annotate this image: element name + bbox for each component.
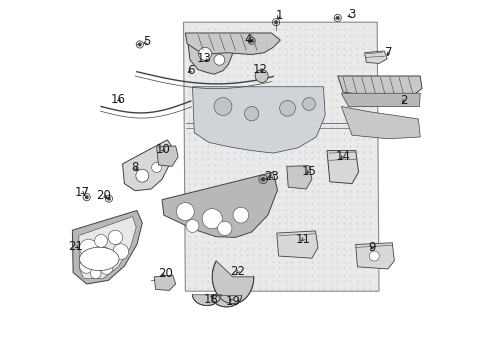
Text: 20: 20 [158,267,173,280]
Polygon shape [341,107,419,139]
Circle shape [185,220,199,232]
Circle shape [94,234,107,247]
Circle shape [176,203,194,221]
Circle shape [151,162,162,172]
Text: 14: 14 [335,150,349,163]
Text: 23: 23 [264,170,279,183]
Polygon shape [122,140,172,191]
Ellipse shape [80,247,119,271]
Polygon shape [212,261,253,304]
Circle shape [136,169,148,182]
Circle shape [198,47,211,60]
Text: 21: 21 [68,240,83,253]
Circle shape [255,69,267,82]
Text: 15: 15 [301,165,316,177]
Text: 13: 13 [197,52,211,65]
Circle shape [107,197,110,201]
Circle shape [244,107,258,121]
Circle shape [279,100,295,116]
Text: 6: 6 [186,64,194,77]
Polygon shape [72,211,142,284]
Polygon shape [341,93,419,107]
Text: 9: 9 [367,241,375,254]
Text: 3: 3 [347,8,355,21]
Polygon shape [162,172,277,237]
Text: 11: 11 [295,233,310,246]
Polygon shape [286,166,311,189]
Circle shape [80,239,97,257]
Polygon shape [154,275,175,291]
Text: 1: 1 [275,9,282,22]
Text: 12: 12 [253,63,267,76]
Circle shape [138,42,142,46]
Circle shape [302,98,315,111]
Polygon shape [183,22,378,291]
Polygon shape [355,243,394,269]
Polygon shape [185,33,280,54]
Circle shape [80,259,94,273]
Polygon shape [211,296,241,307]
Polygon shape [326,150,358,184]
Circle shape [217,221,231,235]
Text: 8: 8 [131,161,138,174]
Polygon shape [337,76,421,97]
Polygon shape [192,87,325,153]
Circle shape [249,39,253,42]
Polygon shape [192,295,221,306]
Polygon shape [364,51,386,63]
Circle shape [93,247,113,267]
Text: 22: 22 [230,265,245,278]
Circle shape [233,207,248,223]
Circle shape [108,230,122,244]
Circle shape [214,54,224,65]
Circle shape [100,261,113,274]
Text: 17: 17 [75,186,90,199]
Polygon shape [156,146,178,166]
Text: 7: 7 [384,46,391,59]
Text: 19: 19 [225,296,240,309]
Text: 18: 18 [203,293,218,306]
Circle shape [214,98,231,116]
Polygon shape [276,231,317,258]
Circle shape [90,268,101,279]
Circle shape [368,251,379,261]
Circle shape [274,21,277,24]
Circle shape [85,195,88,199]
Text: 4: 4 [244,33,251,46]
Text: 2: 2 [400,94,407,107]
Circle shape [261,177,265,181]
Circle shape [202,209,222,229]
Text: 16: 16 [111,93,125,106]
Text: 5: 5 [143,35,150,49]
Text: 20: 20 [96,189,110,202]
Polygon shape [79,217,136,279]
Circle shape [113,244,128,260]
Polygon shape [187,42,233,74]
Text: 10: 10 [155,143,170,156]
Circle shape [335,16,339,20]
